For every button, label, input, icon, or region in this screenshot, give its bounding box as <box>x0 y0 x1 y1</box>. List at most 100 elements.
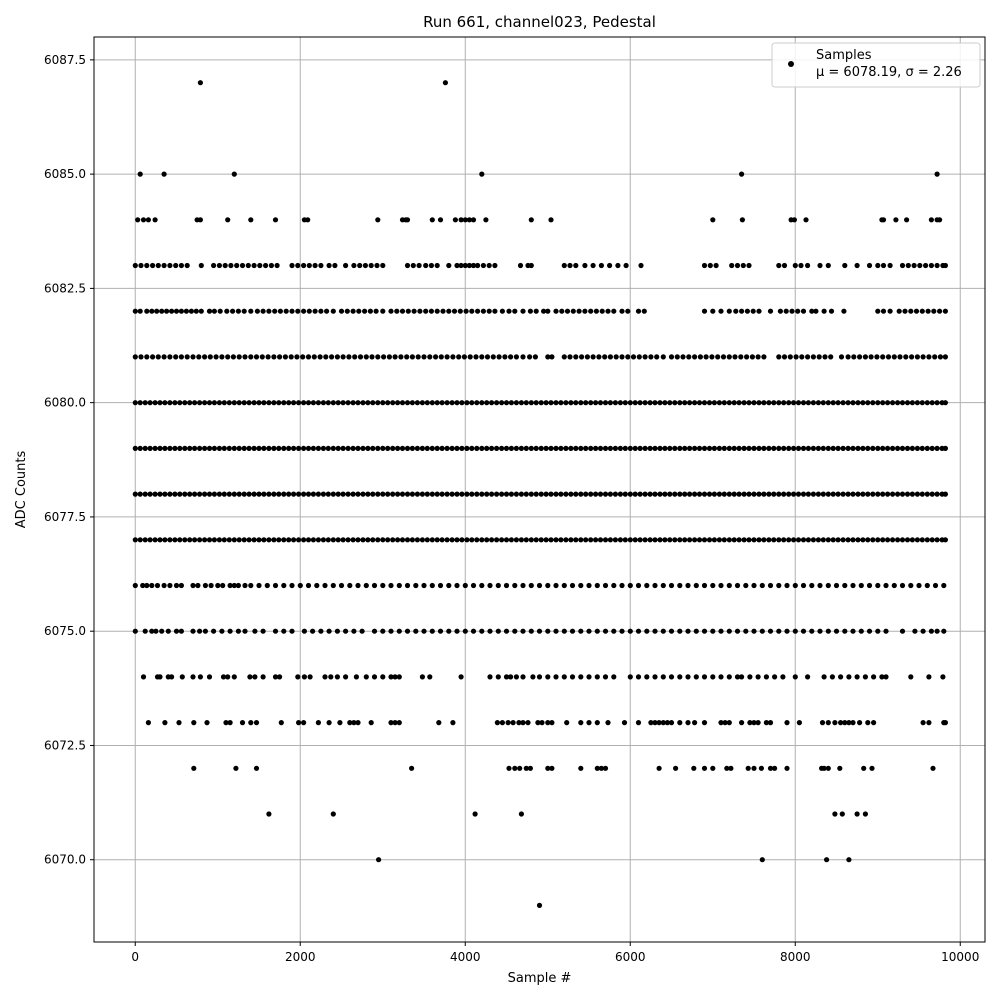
data-point <box>404 262 411 269</box>
data-point <box>776 582 782 589</box>
data-point <box>216 262 222 269</box>
data-point <box>726 354 732 360</box>
data-point <box>142 491 148 497</box>
data-point <box>667 400 673 406</box>
data-point <box>494 720 500 726</box>
data-point <box>187 491 193 497</box>
data-point <box>928 628 935 634</box>
data-point <box>776 400 782 406</box>
data-point <box>161 582 167 589</box>
data-point <box>687 445 693 451</box>
data-point <box>850 720 856 726</box>
data-point <box>380 308 386 314</box>
data-point <box>216 400 222 406</box>
data-point <box>696 445 703 451</box>
data-point <box>132 537 138 543</box>
data-point <box>911 262 917 269</box>
data-point <box>470 262 477 269</box>
data-point <box>870 491 876 497</box>
data-point <box>191 765 197 771</box>
data-point <box>315 720 321 726</box>
data-point <box>718 628 724 634</box>
data-point <box>636 354 642 360</box>
data-point <box>543 537 549 543</box>
data-point <box>375 491 381 497</box>
data-point <box>317 354 323 360</box>
data-point <box>241 537 247 543</box>
data-point <box>536 902 543 909</box>
data-point <box>672 537 678 543</box>
data-point <box>543 400 549 406</box>
data-point <box>469 400 475 406</box>
data-point <box>701 400 708 406</box>
data-point <box>792 674 798 680</box>
data-point <box>766 537 772 543</box>
data-point <box>315 400 321 406</box>
data-point <box>227 628 233 634</box>
data-point <box>830 537 836 543</box>
data-point <box>261 400 267 406</box>
data-point <box>687 491 693 497</box>
data-point <box>179 674 185 680</box>
data-point <box>512 765 518 771</box>
data-point <box>132 262 138 269</box>
data-point <box>635 308 642 314</box>
data-point <box>260 628 266 634</box>
data-point <box>751 400 757 406</box>
data-point <box>167 262 173 269</box>
data-point <box>464 537 470 543</box>
data-point <box>941 582 947 589</box>
data-point <box>172 491 178 497</box>
data-point <box>839 811 845 817</box>
data-point <box>726 720 732 726</box>
data-point <box>350 445 356 451</box>
data-point <box>875 537 881 543</box>
data-point <box>388 674 394 680</box>
data-point <box>246 400 252 406</box>
data-point <box>484 537 490 543</box>
data-point <box>745 765 751 771</box>
data-point <box>597 400 604 406</box>
data-point <box>749 354 756 360</box>
data-point <box>660 720 666 726</box>
data-point <box>942 720 949 726</box>
data-point <box>761 491 767 497</box>
data-point <box>914 537 921 543</box>
data-point <box>703 354 709 360</box>
data-point <box>905 262 911 269</box>
data-point <box>759 857 765 863</box>
data-point <box>454 445 460 451</box>
data-point <box>419 445 425 451</box>
data-point <box>763 674 770 680</box>
data-point <box>506 308 512 314</box>
data-point <box>206 308 213 314</box>
data-point <box>454 582 460 589</box>
data-point <box>736 445 742 451</box>
data-point <box>421 628 427 634</box>
data-point <box>706 491 713 497</box>
data-point <box>594 674 600 680</box>
data-point <box>248 308 254 314</box>
data-point <box>672 400 678 406</box>
data-point <box>825 582 831 589</box>
data-point <box>343 674 349 680</box>
data-point <box>677 628 683 634</box>
data-point <box>449 491 455 497</box>
data-point <box>351 628 357 634</box>
data-point <box>619 628 625 634</box>
data-point <box>251 537 257 543</box>
data-point <box>800 491 807 497</box>
data-point <box>518 537 525 543</box>
data-point <box>206 491 213 497</box>
data-point <box>454 628 460 634</box>
data-point <box>489 491 495 497</box>
legend-label: Samples <box>816 48 872 63</box>
data-point <box>494 445 500 451</box>
data-point <box>771 400 777 406</box>
data-point <box>726 582 732 589</box>
data-point <box>169 308 175 314</box>
data-point <box>909 445 916 451</box>
data-point <box>716 491 723 497</box>
data-point <box>222 262 228 269</box>
data-point <box>503 537 510 543</box>
